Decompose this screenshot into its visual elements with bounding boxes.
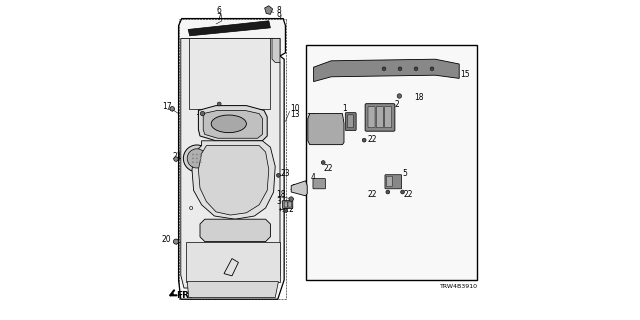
Polygon shape [192,141,275,219]
Text: 2: 2 [394,100,399,109]
Circle shape [170,107,174,111]
Circle shape [196,154,198,156]
FancyBboxPatch shape [346,113,356,131]
Text: 10: 10 [291,104,300,113]
Text: 14: 14 [307,113,316,122]
Text: o: o [188,205,193,211]
Text: 4: 4 [311,173,316,182]
FancyBboxPatch shape [376,107,383,128]
Circle shape [284,209,288,212]
FancyBboxPatch shape [348,115,353,128]
Polygon shape [186,242,280,282]
Circle shape [289,197,293,201]
Polygon shape [272,38,280,62]
Text: 9: 9 [276,12,281,21]
Text: 1: 1 [342,104,347,113]
Text: 18: 18 [414,93,423,102]
FancyBboxPatch shape [288,202,292,207]
FancyBboxPatch shape [385,175,402,189]
FancyBboxPatch shape [385,107,392,128]
Circle shape [188,149,206,168]
Polygon shape [308,114,344,145]
Ellipse shape [211,115,246,132]
Circle shape [398,67,402,71]
Text: 13: 13 [291,110,300,119]
FancyBboxPatch shape [387,176,392,187]
Bar [306,45,477,280]
Polygon shape [179,19,285,299]
Text: 6: 6 [217,6,221,15]
Polygon shape [314,59,460,82]
FancyBboxPatch shape [283,200,293,209]
Polygon shape [204,110,262,138]
Circle shape [200,154,202,156]
Text: TRW4B3910: TRW4B3910 [440,284,478,289]
Circle shape [196,157,198,159]
Text: 22: 22 [404,190,413,199]
Text: 8: 8 [276,6,281,15]
Circle shape [397,94,402,98]
Circle shape [196,161,198,163]
Circle shape [321,161,325,164]
Text: FR.: FR. [176,291,193,300]
Text: 3: 3 [277,197,282,206]
Circle shape [430,67,434,71]
Text: 12: 12 [291,184,301,193]
Circle shape [184,145,210,172]
Circle shape [174,157,178,161]
FancyBboxPatch shape [365,104,395,131]
Circle shape [382,67,386,71]
Text: 22: 22 [323,164,333,173]
Circle shape [200,157,202,159]
Text: 22: 22 [367,190,376,199]
Text: 20: 20 [162,235,172,244]
Text: 23: 23 [281,169,291,178]
Text: 5: 5 [403,169,408,178]
Polygon shape [181,38,280,288]
Circle shape [200,111,205,116]
Circle shape [200,161,202,163]
FancyBboxPatch shape [368,107,375,128]
Polygon shape [200,219,270,242]
Text: ←22: ←22 [279,205,295,214]
Polygon shape [198,146,269,215]
Circle shape [276,173,280,177]
Circle shape [192,161,194,163]
Text: 11: 11 [227,264,236,273]
Circle shape [401,190,404,194]
Polygon shape [187,282,278,298]
Circle shape [192,154,194,156]
Text: 21: 21 [173,152,182,161]
Polygon shape [265,6,273,14]
Circle shape [362,138,366,142]
Circle shape [414,67,418,71]
Text: 16: 16 [195,108,205,117]
FancyBboxPatch shape [313,179,326,189]
Polygon shape [188,21,270,36]
Circle shape [192,157,194,159]
Text: 7: 7 [217,13,221,22]
Text: 17: 17 [162,102,172,111]
Text: 22: 22 [367,135,377,144]
FancyBboxPatch shape [284,202,288,207]
Circle shape [386,190,390,194]
Text: 19: 19 [212,97,222,106]
Circle shape [173,239,179,244]
Text: 18: 18 [276,190,285,199]
Polygon shape [291,181,307,196]
Text: 15: 15 [460,70,470,79]
Polygon shape [189,38,270,109]
Polygon shape [198,106,268,141]
Circle shape [218,102,221,106]
